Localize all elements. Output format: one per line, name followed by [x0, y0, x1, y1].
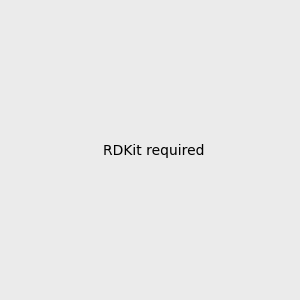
Text: RDKit required: RDKit required — [103, 145, 205, 158]
